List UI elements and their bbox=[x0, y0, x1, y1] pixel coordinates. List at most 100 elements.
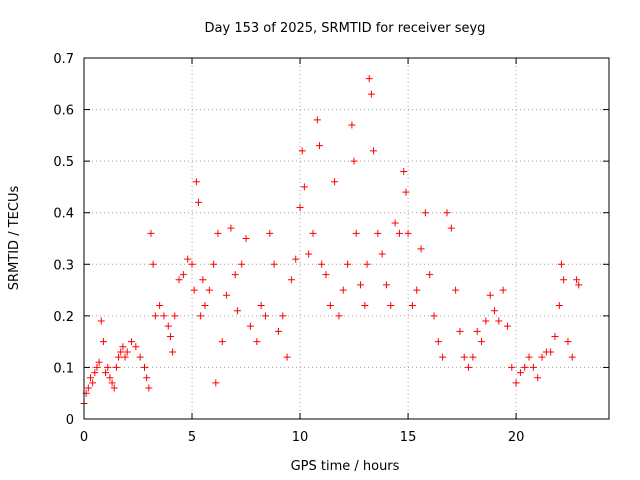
data-point bbox=[91, 369, 99, 377]
scatter-points bbox=[80, 75, 583, 408]
data-point bbox=[128, 338, 136, 346]
data-point bbox=[195, 198, 203, 206]
plot-frame bbox=[83, 57, 610, 420]
data-point bbox=[408, 302, 416, 310]
data-point bbox=[175, 276, 183, 284]
x-tick-label: 10 bbox=[292, 430, 309, 445]
data-point bbox=[110, 384, 118, 392]
data-point bbox=[166, 332, 174, 340]
data-point bbox=[93, 363, 101, 371]
data-point bbox=[434, 338, 442, 346]
data-point bbox=[106, 374, 114, 382]
data-point bbox=[212, 379, 220, 387]
data-point bbox=[298, 147, 306, 155]
data-point bbox=[171, 312, 179, 320]
y-tick-label: 0.1 bbox=[53, 361, 74, 376]
data-point bbox=[214, 229, 222, 237]
data-point bbox=[521, 363, 529, 371]
data-point bbox=[84, 384, 92, 392]
data-point bbox=[86, 374, 94, 382]
data-point bbox=[529, 363, 537, 371]
data-point bbox=[387, 302, 395, 310]
data-point bbox=[564, 338, 572, 346]
data-point bbox=[339, 286, 347, 294]
data-point bbox=[233, 307, 241, 315]
data-point bbox=[402, 188, 410, 196]
data-point bbox=[151, 312, 159, 320]
data-point bbox=[253, 338, 261, 346]
data-point bbox=[426, 271, 434, 279]
data-point bbox=[205, 286, 213, 294]
data-point bbox=[538, 353, 546, 361]
y-tick-label: 0 bbox=[66, 413, 74, 428]
data-point bbox=[361, 302, 369, 310]
y-tick-label: 0.7 bbox=[53, 52, 74, 67]
data-point bbox=[516, 369, 524, 377]
data-point bbox=[508, 363, 516, 371]
data-point bbox=[238, 260, 246, 268]
data-point bbox=[99, 338, 107, 346]
data-point bbox=[417, 245, 425, 253]
data-point bbox=[344, 260, 352, 268]
data-point bbox=[95, 358, 103, 366]
data-point bbox=[287, 276, 295, 284]
data-point bbox=[188, 260, 196, 268]
data-point bbox=[136, 353, 144, 361]
data-point bbox=[575, 281, 583, 289]
y-tick-label: 0.6 bbox=[53, 104, 74, 119]
data-point bbox=[486, 291, 494, 299]
data-point bbox=[292, 255, 300, 263]
data-point bbox=[352, 229, 360, 237]
data-point bbox=[365, 75, 373, 83]
data-point bbox=[555, 302, 563, 310]
y-tick-label: 0.3 bbox=[53, 258, 74, 273]
data-point bbox=[231, 271, 239, 279]
y-tick-label: 0.5 bbox=[53, 155, 74, 170]
x-tick-label: 15 bbox=[400, 430, 417, 445]
x-tick-label: 20 bbox=[508, 430, 525, 445]
data-point bbox=[210, 260, 218, 268]
data-point bbox=[382, 281, 390, 289]
data-point bbox=[115, 353, 123, 361]
data-point bbox=[218, 338, 226, 346]
data-point bbox=[363, 260, 371, 268]
data-point bbox=[318, 260, 326, 268]
data-point bbox=[482, 317, 490, 325]
data-point bbox=[270, 260, 278, 268]
x-tick-label: 5 bbox=[188, 430, 196, 445]
data-point bbox=[123, 348, 131, 356]
data-point bbox=[132, 343, 140, 351]
data-point bbox=[184, 255, 192, 263]
data-point bbox=[261, 312, 269, 320]
data-point bbox=[97, 317, 105, 325]
data-point bbox=[395, 229, 403, 237]
data-point bbox=[199, 276, 207, 284]
data-point bbox=[190, 286, 198, 294]
data-point bbox=[357, 281, 365, 289]
data-point bbox=[201, 302, 209, 310]
data-point bbox=[478, 338, 486, 346]
chart-title: Day 153 of 2025, SRMTID for receiver sey… bbox=[205, 21, 486, 36]
data-point bbox=[374, 229, 382, 237]
data-point bbox=[335, 312, 343, 320]
data-point bbox=[119, 343, 127, 351]
data-point bbox=[400, 167, 408, 175]
data-point bbox=[315, 142, 323, 150]
data-point bbox=[573, 276, 581, 284]
data-point bbox=[452, 286, 460, 294]
data-point bbox=[160, 312, 168, 320]
data-point bbox=[547, 348, 555, 356]
data-point bbox=[283, 353, 291, 361]
data-point bbox=[296, 204, 304, 212]
data-point bbox=[421, 209, 429, 217]
data-point bbox=[348, 121, 356, 129]
data-point bbox=[104, 363, 112, 371]
data-point bbox=[465, 363, 473, 371]
data-point bbox=[456, 327, 464, 335]
data-point bbox=[350, 157, 358, 165]
data-point bbox=[223, 291, 231, 299]
grid-lines bbox=[84, 58, 609, 419]
data-point bbox=[266, 229, 274, 237]
data-point bbox=[322, 271, 330, 279]
